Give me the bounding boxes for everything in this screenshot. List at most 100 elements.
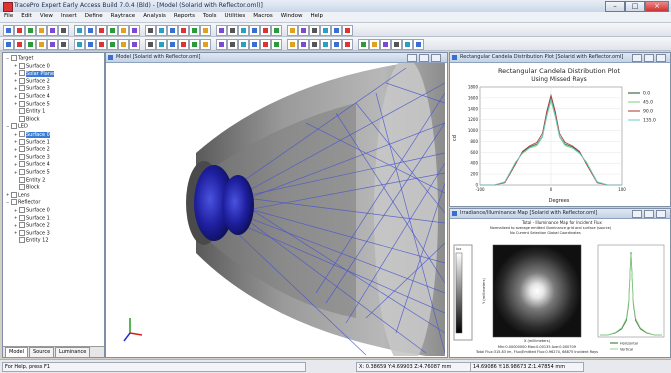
main-tool-icon-8[interactable] [85, 25, 96, 36]
tree-item[interactable]: Entity 12 [14, 237, 49, 244]
menu-insert[interactable]: Insert [60, 13, 77, 19]
main-tool-icon-24[interactable] [271, 25, 282, 36]
view-tool-icon-35[interactable] [402, 39, 413, 50]
tree-item[interactable]: + Surface 1 [14, 214, 50, 221]
view-tool-icon-4[interactable] [36, 39, 47, 50]
tree-item[interactable]: − Reflector [6, 199, 40, 206]
expand-icon[interactable]: + [14, 230, 18, 236]
menu-macros[interactable]: Macros [253, 13, 273, 19]
main-tool-icon-17[interactable] [189, 25, 200, 36]
tree-item[interactable]: + Surface 3 [14, 153, 50, 160]
main-tool-icon-2[interactable] [14, 25, 25, 36]
view-tool-icon-26[interactable] [298, 39, 309, 50]
main-tool-icon-5[interactable] [47, 25, 58, 36]
view-tool-icon-27[interactable] [309, 39, 320, 50]
menu-analysis[interactable]: Analysis [143, 13, 166, 19]
expand-icon[interactable]: + [14, 63, 18, 69]
tree-item[interactable]: + Surface 3 [14, 229, 50, 236]
candela-maximize-button[interactable] [644, 54, 654, 62]
expand-icon[interactable]: + [14, 93, 18, 99]
model-maximize-button[interactable] [419, 54, 429, 62]
tab-model[interactable]: Model [5, 347, 29, 358]
tree-item[interactable]: + Surface 0 [14, 207, 50, 214]
tab-luminance[interactable]: Luminance [55, 347, 91, 358]
tree-item[interactable]: + Surface 4 [14, 93, 50, 100]
expand-icon[interactable]: + [14, 101, 18, 107]
expand-icon[interactable]: + [14, 222, 18, 228]
view-tool-icon-19[interactable] [216, 39, 227, 50]
irradiance-minimize-button[interactable] [632, 210, 642, 218]
tree-item[interactable]: Block [14, 184, 40, 191]
tree-item[interactable]: Entity 2 [14, 176, 45, 183]
expand-icon[interactable]: + [14, 131, 18, 137]
expand-icon[interactable]: + [14, 85, 18, 91]
main-tool-icon-16[interactable] [178, 25, 189, 36]
main-tool-icon-23[interactable] [260, 25, 271, 36]
view-tool-icon-2[interactable] [14, 39, 25, 50]
tree-item[interactable]: + Surface 1 [14, 138, 50, 145]
view-tool-icon-12[interactable] [129, 39, 140, 50]
main-tool-icon-27[interactable] [309, 25, 320, 36]
menu-view[interactable]: View [39, 13, 53, 19]
view-tool-icon-13[interactable] [145, 39, 156, 50]
menu-reports[interactable]: Reports [173, 13, 195, 19]
tree-item[interactable]: + Surface 2 [14, 77, 50, 84]
main-tool-icon-9[interactable] [96, 25, 107, 36]
main-tool-icon-25[interactable] [287, 25, 298, 36]
tree-item[interactable]: − LED [6, 123, 28, 130]
close-button[interactable]: × [645, 1, 669, 12]
main-tool-icon-26[interactable] [298, 25, 309, 36]
expand-icon[interactable]: + [14, 215, 18, 221]
main-tool-icon-21[interactable] [238, 25, 249, 36]
tree-item[interactable]: + Surface 3 [14, 85, 50, 92]
menu-help[interactable]: Help [310, 13, 323, 19]
view-tool-icon-5[interactable] [47, 39, 58, 50]
tree-item[interactable]: + Surface 5 [14, 169, 50, 176]
tree-item[interactable]: − Target [6, 55, 33, 62]
tree-item[interactable]: + Surface 5 [14, 100, 50, 107]
expand-icon[interactable]: + [14, 70, 18, 76]
expand-icon[interactable]: − [6, 55, 10, 61]
expand-icon[interactable]: + [14, 161, 18, 167]
view-tool-icon-33[interactable] [380, 39, 391, 50]
view-tool-icon-18[interactable] [200, 39, 211, 50]
view-tool-icon-15[interactable] [167, 39, 178, 50]
view-tool-icon-11[interactable] [118, 39, 129, 50]
model-minimize-button[interactable] [407, 54, 417, 62]
view-tool-icon-14[interactable] [156, 39, 167, 50]
view-tool-icon-22[interactable] [249, 39, 260, 50]
view-tool-icon-16[interactable] [178, 39, 189, 50]
view-tool-icon-34[interactable] [391, 39, 402, 50]
view-tool-icon-21[interactable] [238, 39, 249, 50]
main-tool-icon-30[interactable] [342, 25, 353, 36]
expand-icon[interactable]: − [6, 199, 10, 205]
view-tool-icon-29[interactable] [331, 39, 342, 50]
expand-icon[interactable]: + [6, 192, 10, 198]
menu-edit[interactable]: Edit [21, 13, 32, 19]
model-viewport[interactable] [106, 63, 445, 356]
menu-utilities[interactable]: Utilities [224, 13, 246, 19]
main-tool-icon-10[interactable] [107, 25, 118, 36]
candela-close-button[interactable] [656, 54, 666, 62]
main-tool-icon-6[interactable] [58, 25, 69, 36]
view-tool-icon-10[interactable] [107, 39, 118, 50]
tree-item[interactable]: + Surface 0 [14, 131, 50, 138]
main-tool-icon-11[interactable] [118, 25, 129, 36]
main-tool-icon-12[interactable] [129, 25, 140, 36]
main-tool-icon-3[interactable] [25, 25, 36, 36]
view-tool-icon-36[interactable] [413, 39, 424, 50]
view-tool-icon-20[interactable] [227, 39, 238, 50]
tree-item[interactable]: + Surface 4 [14, 161, 50, 168]
expand-icon[interactable]: + [14, 207, 18, 213]
view-tool-icon-32[interactable] [369, 39, 380, 50]
main-tool-icon-13[interactable] [145, 25, 156, 36]
model-close-button[interactable] [431, 54, 441, 62]
expand-icon[interactable]: + [14, 146, 18, 152]
tree-item[interactable]: Block [14, 115, 40, 122]
main-tool-icon-29[interactable] [331, 25, 342, 36]
tree-item[interactable]: + Surface 0 [14, 62, 50, 69]
view-tool-icon-30[interactable] [342, 39, 353, 50]
menu-raytrace[interactable]: Raytrace [110, 13, 136, 19]
main-tool-icon-18[interactable] [200, 25, 211, 36]
tab-source[interactable]: Source [29, 347, 55, 358]
